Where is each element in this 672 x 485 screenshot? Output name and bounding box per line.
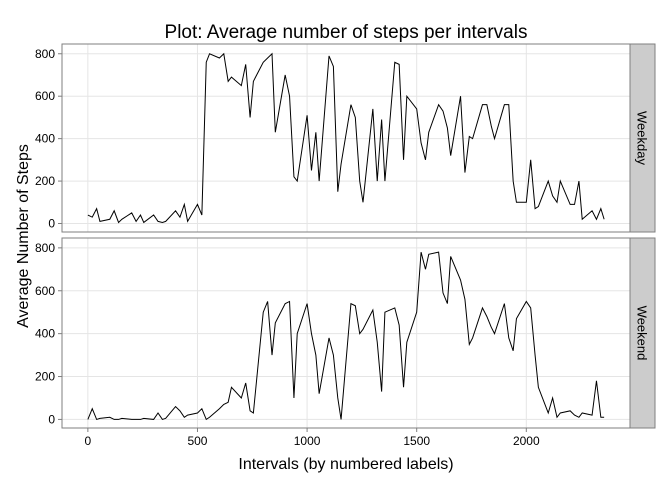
x-tick-label: 0 xyxy=(85,434,92,448)
y-tick-label: 600 xyxy=(35,89,55,103)
x-tick-label: 1000 xyxy=(294,434,321,448)
y-tick-label: 800 xyxy=(35,241,55,255)
strip xyxy=(629,43,656,233)
y-tick-label: 800 xyxy=(35,47,55,61)
y-tick-label: 200 xyxy=(35,370,55,384)
y-tick-label: 600 xyxy=(35,284,55,298)
panel-background xyxy=(62,238,630,428)
x-tick-label: 500 xyxy=(187,434,207,448)
strip xyxy=(629,237,656,429)
chart-title: Plot: Average number of steps per interv… xyxy=(165,22,528,43)
y-tick-label: 0 xyxy=(48,412,55,426)
y-axis-label: Average Number of Steps xyxy=(15,144,32,328)
x-axis-label: Intervals (by numbered labels) xyxy=(238,456,453,473)
x-tick-label: 2000 xyxy=(513,434,540,448)
y-tick-label: 0 xyxy=(48,217,55,231)
strip-label: Weekday xyxy=(635,111,650,165)
data-line xyxy=(87,251,605,421)
panel-background xyxy=(62,44,630,232)
y-tick-label: 400 xyxy=(35,327,55,341)
strip-label: Weekend xyxy=(635,306,650,361)
y-tick-label: 200 xyxy=(35,174,55,188)
y-tick-label: 400 xyxy=(35,132,55,146)
data-line xyxy=(87,52,605,224)
x-tick-label: 1500 xyxy=(403,434,430,448)
